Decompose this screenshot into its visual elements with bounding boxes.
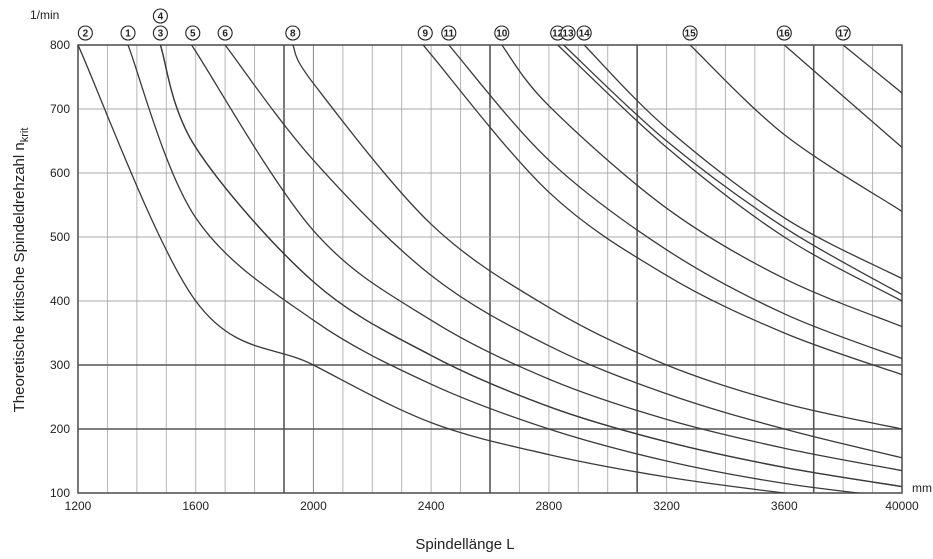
curve-label-15: 15 [682,25,698,41]
x-tick-label: 3200 [653,499,680,513]
series-line-11 [448,45,902,360]
series-line-16 [783,45,902,148]
series-line-3 [159,45,902,488]
series-line-15 [689,45,902,212]
curve-label-11: 11 [441,25,457,41]
series-line-4 [159,45,902,488]
series-line-2 [78,45,790,493]
y-tick-labels: 100 200 300 400 500 600 700 800 [50,38,70,500]
curve-label-text: 2 [83,29,89,40]
y-tick-label: 400 [50,294,70,308]
series-line-5 [190,45,902,472]
curve-label-14: 14 [576,25,592,41]
y-tick-label: 800 [50,38,70,52]
curve-labels: 2 1 345 6 8 9 11 10 12 13 14 15 16 17 [77,8,851,41]
y-axis-title: Theoretische kritische Spindeldrehzahl n… [11,128,31,413]
curve-label-text: 14 [579,29,591,40]
x-unit-label: mm [912,481,932,495]
curve-label-17: 17 [835,25,851,41]
y-tick-label: 300 [50,358,70,372]
series-line-12 [557,45,902,302]
x-tick-label: 40000 [885,499,919,513]
curve-label-circle [217,25,233,41]
y-axis-title-main: Theoretische kritische Spindeldrehzahl n [11,142,28,412]
y-tick-label: 700 [50,102,70,116]
x-tick-label: 1200 [65,499,92,513]
series-line-14 [583,45,902,280]
curves [78,45,902,493]
y-tick-label: 100 [50,486,70,500]
y-unit-label: 1/min [30,8,59,22]
curve-label-text: 11 [444,29,455,40]
curve-label-text: 4 [158,12,164,23]
y-axis-title-subscript: krit [19,128,31,143]
curve-label-text: 12 [552,29,564,40]
curve-label-circle [835,25,851,41]
curve-label-3: 3 [152,25,168,41]
curve-label-text: 17 [838,29,850,40]
curve-label-circle [560,25,576,41]
plot-frame [77,44,903,494]
curve-label-2: 2 [77,25,93,41]
curve-label-text: 3 [158,29,164,40]
series-line-1 [127,45,864,493]
curve-label-8: 8 [285,25,301,41]
x-tick-labels: 1200 1600 2000 2400 2800 3200 3600 40000 [65,499,919,513]
series-line-10 [501,45,902,328]
curve-label-circle [77,25,93,41]
curve-label-circle [120,25,136,41]
curve-label-circle [441,25,457,41]
curve-label-circle [285,25,301,41]
curve-label-1: 1 [120,25,136,41]
curve-label-12: 12 [550,25,566,41]
curve-label-circle [152,25,168,41]
x-tick-label: 2400 [418,499,445,513]
x-axis-title: Spindellänge L [415,536,514,553]
curve-label-circle [776,25,792,41]
y-tick-label: 500 [50,230,70,244]
grid [78,45,902,493]
series-line-8 [292,45,902,430]
curve-label-5: 5 [185,25,201,41]
curve-label-text: 1 [125,29,131,40]
curve-label-circle [152,8,168,24]
x-tick-label: 3600 [771,499,798,513]
curve-label-6: 6 [217,25,233,41]
curve-label-text: 10 [496,29,508,40]
curve-label-4: 4 [152,8,168,24]
curve-label-text: 13 [562,29,574,40]
x-tick-label: 2800 [536,499,563,513]
y-tick-label: 600 [50,166,70,180]
curve-label-text: 15 [685,29,697,40]
y-tick-label: 200 [50,422,70,436]
curve-label-circle [417,25,433,41]
curve-label-10: 10 [494,25,510,41]
curve-label-circle [576,25,592,41]
series-line-17 [842,45,902,94]
curve-label-circle [494,25,510,41]
series-line-6 [224,45,902,459]
curve-label-text: 9 [422,29,428,40]
series-line-13 [563,45,902,296]
curve-label-16: 16 [776,25,792,41]
curve-label-text: 6 [222,29,228,40]
x-tick-label: 1600 [182,499,209,513]
curve-label-text: 5 [190,29,196,40]
curve-label-circle [682,25,698,41]
curve-label-13: 13 [560,25,576,41]
curve-label-circle [185,25,201,41]
curve-label-9: 9 [417,25,433,41]
curve-label-text: 8 [290,29,296,40]
x-tick-label: 2000 [300,499,327,513]
series-line-9 [422,45,902,376]
curve-label-text: 16 [779,29,791,40]
